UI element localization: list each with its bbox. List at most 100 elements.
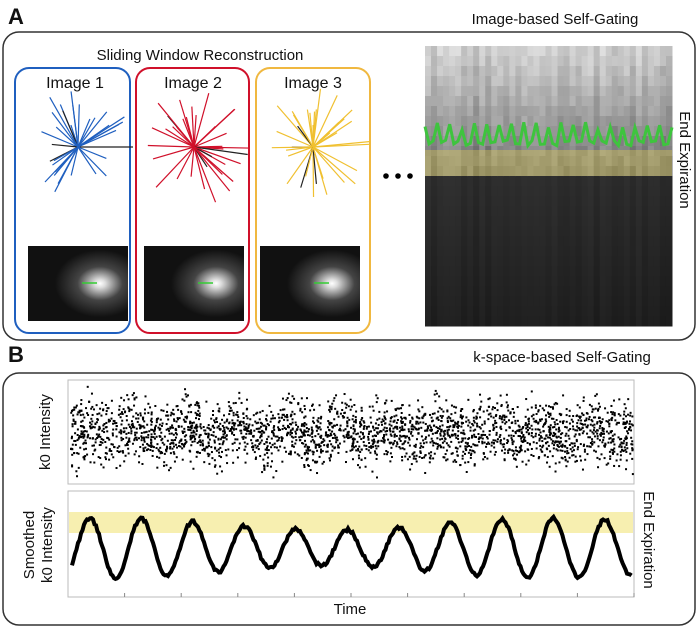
sample-point: [627, 427, 630, 430]
heatmap-cell: [647, 216, 655, 227]
sample-point: [277, 449, 280, 452]
sample-point: [609, 431, 612, 434]
heatmap-cell: [569, 56, 577, 67]
sample-point: [464, 445, 467, 448]
sample-point: [627, 398, 630, 401]
sample-point: [161, 422, 164, 425]
heatmap-cell: [467, 296, 474, 307]
heatmap-cell: [431, 216, 438, 227]
sample-point: [302, 442, 305, 445]
heatmap-cell: [509, 116, 516, 127]
heatmap-cell: [515, 316, 522, 327]
heatmap-cell: [527, 226, 534, 237]
sample-point: [372, 445, 375, 448]
heatmap-cell: [467, 186, 474, 197]
sample-point: [134, 434, 137, 437]
sample-point: [464, 461, 467, 464]
heatmap-cell: [641, 206, 649, 217]
sample-point: [511, 408, 514, 411]
sample-point: [172, 451, 175, 454]
sample-point: [191, 440, 194, 443]
heatmap-cell: [599, 256, 607, 267]
heatmap-cell: [665, 86, 673, 97]
sample-point: [184, 441, 187, 444]
heatmap-cell: [653, 166, 661, 177]
heatmap-cell: [539, 266, 546, 277]
heatmap-cell: [539, 86, 546, 97]
heatmap-cell: [479, 96, 486, 107]
sample-point: [525, 463, 528, 466]
sample-point: [112, 428, 115, 431]
sample-point: [145, 436, 148, 439]
sample-point: [526, 425, 529, 428]
sample-point: [384, 418, 387, 421]
sample-point: [593, 435, 596, 438]
sample-point: [369, 430, 372, 433]
heatmap-cell: [479, 276, 486, 287]
sample-point: [541, 446, 544, 449]
sample-point: [495, 421, 498, 424]
sample-point: [277, 426, 280, 429]
sample-point: [214, 447, 217, 450]
heatmap-cell: [491, 296, 498, 307]
sample-point: [353, 446, 356, 449]
heatmap-cell: [545, 96, 553, 107]
sample-point: [135, 396, 138, 399]
sample-point: [151, 445, 154, 448]
sample-point: [96, 418, 99, 421]
heatmap-cell: [665, 176, 673, 187]
spoke: [51, 143, 79, 148]
sample-point: [101, 441, 104, 444]
sample-point: [424, 422, 427, 425]
sample-point: [586, 426, 589, 429]
sample-point: [422, 439, 425, 442]
sample-point: [517, 429, 520, 432]
sample-point: [551, 434, 554, 437]
sample-point: [83, 441, 86, 444]
sample-point: [301, 411, 304, 414]
sample-point: [283, 446, 286, 449]
sample-point: [545, 414, 548, 417]
heatmap-cell: [521, 106, 528, 117]
heatmap-cell: [575, 96, 583, 107]
sample-point: [556, 445, 559, 448]
sample-point: [304, 443, 307, 446]
sample-point: [277, 421, 280, 424]
sample-point: [550, 417, 553, 420]
sample-point: [322, 438, 325, 441]
heatmap-cell: [623, 46, 631, 57]
heatmap-cell: [449, 176, 456, 187]
heatmap-cell: [575, 76, 583, 87]
sample-point: [471, 434, 474, 437]
sample-point: [524, 424, 527, 427]
sample-point: [459, 445, 462, 448]
sample-point: [467, 451, 470, 454]
heatmap-cell: [473, 116, 480, 127]
heatmap-cell: [593, 196, 601, 207]
sample-point: [446, 417, 449, 420]
sample-point: [625, 441, 628, 444]
sample-point: [221, 424, 224, 427]
heatmap-cell: [545, 256, 553, 267]
sample-point: [511, 454, 514, 457]
sample-point: [383, 433, 386, 436]
heatmap-cell: [497, 146, 504, 157]
sample-point: [198, 406, 201, 409]
sample-point: [189, 426, 192, 429]
sample-point: [624, 415, 627, 418]
heatmap-cell: [503, 206, 510, 217]
sample-point: [163, 452, 166, 455]
sample-point: [189, 460, 192, 463]
heatmap-cell: [647, 176, 655, 187]
sample-point: [482, 410, 485, 413]
sample-point: [615, 459, 618, 462]
heatmap-cell: [467, 236, 474, 247]
heatmap-cell: [563, 206, 571, 217]
sample-point: [272, 476, 275, 479]
sample-point: [432, 444, 435, 447]
sample-point: [460, 431, 463, 434]
spoke: [306, 109, 314, 148]
sample-point: [441, 424, 444, 427]
heatmap-cell: [521, 206, 528, 217]
sample-point: [282, 424, 285, 427]
